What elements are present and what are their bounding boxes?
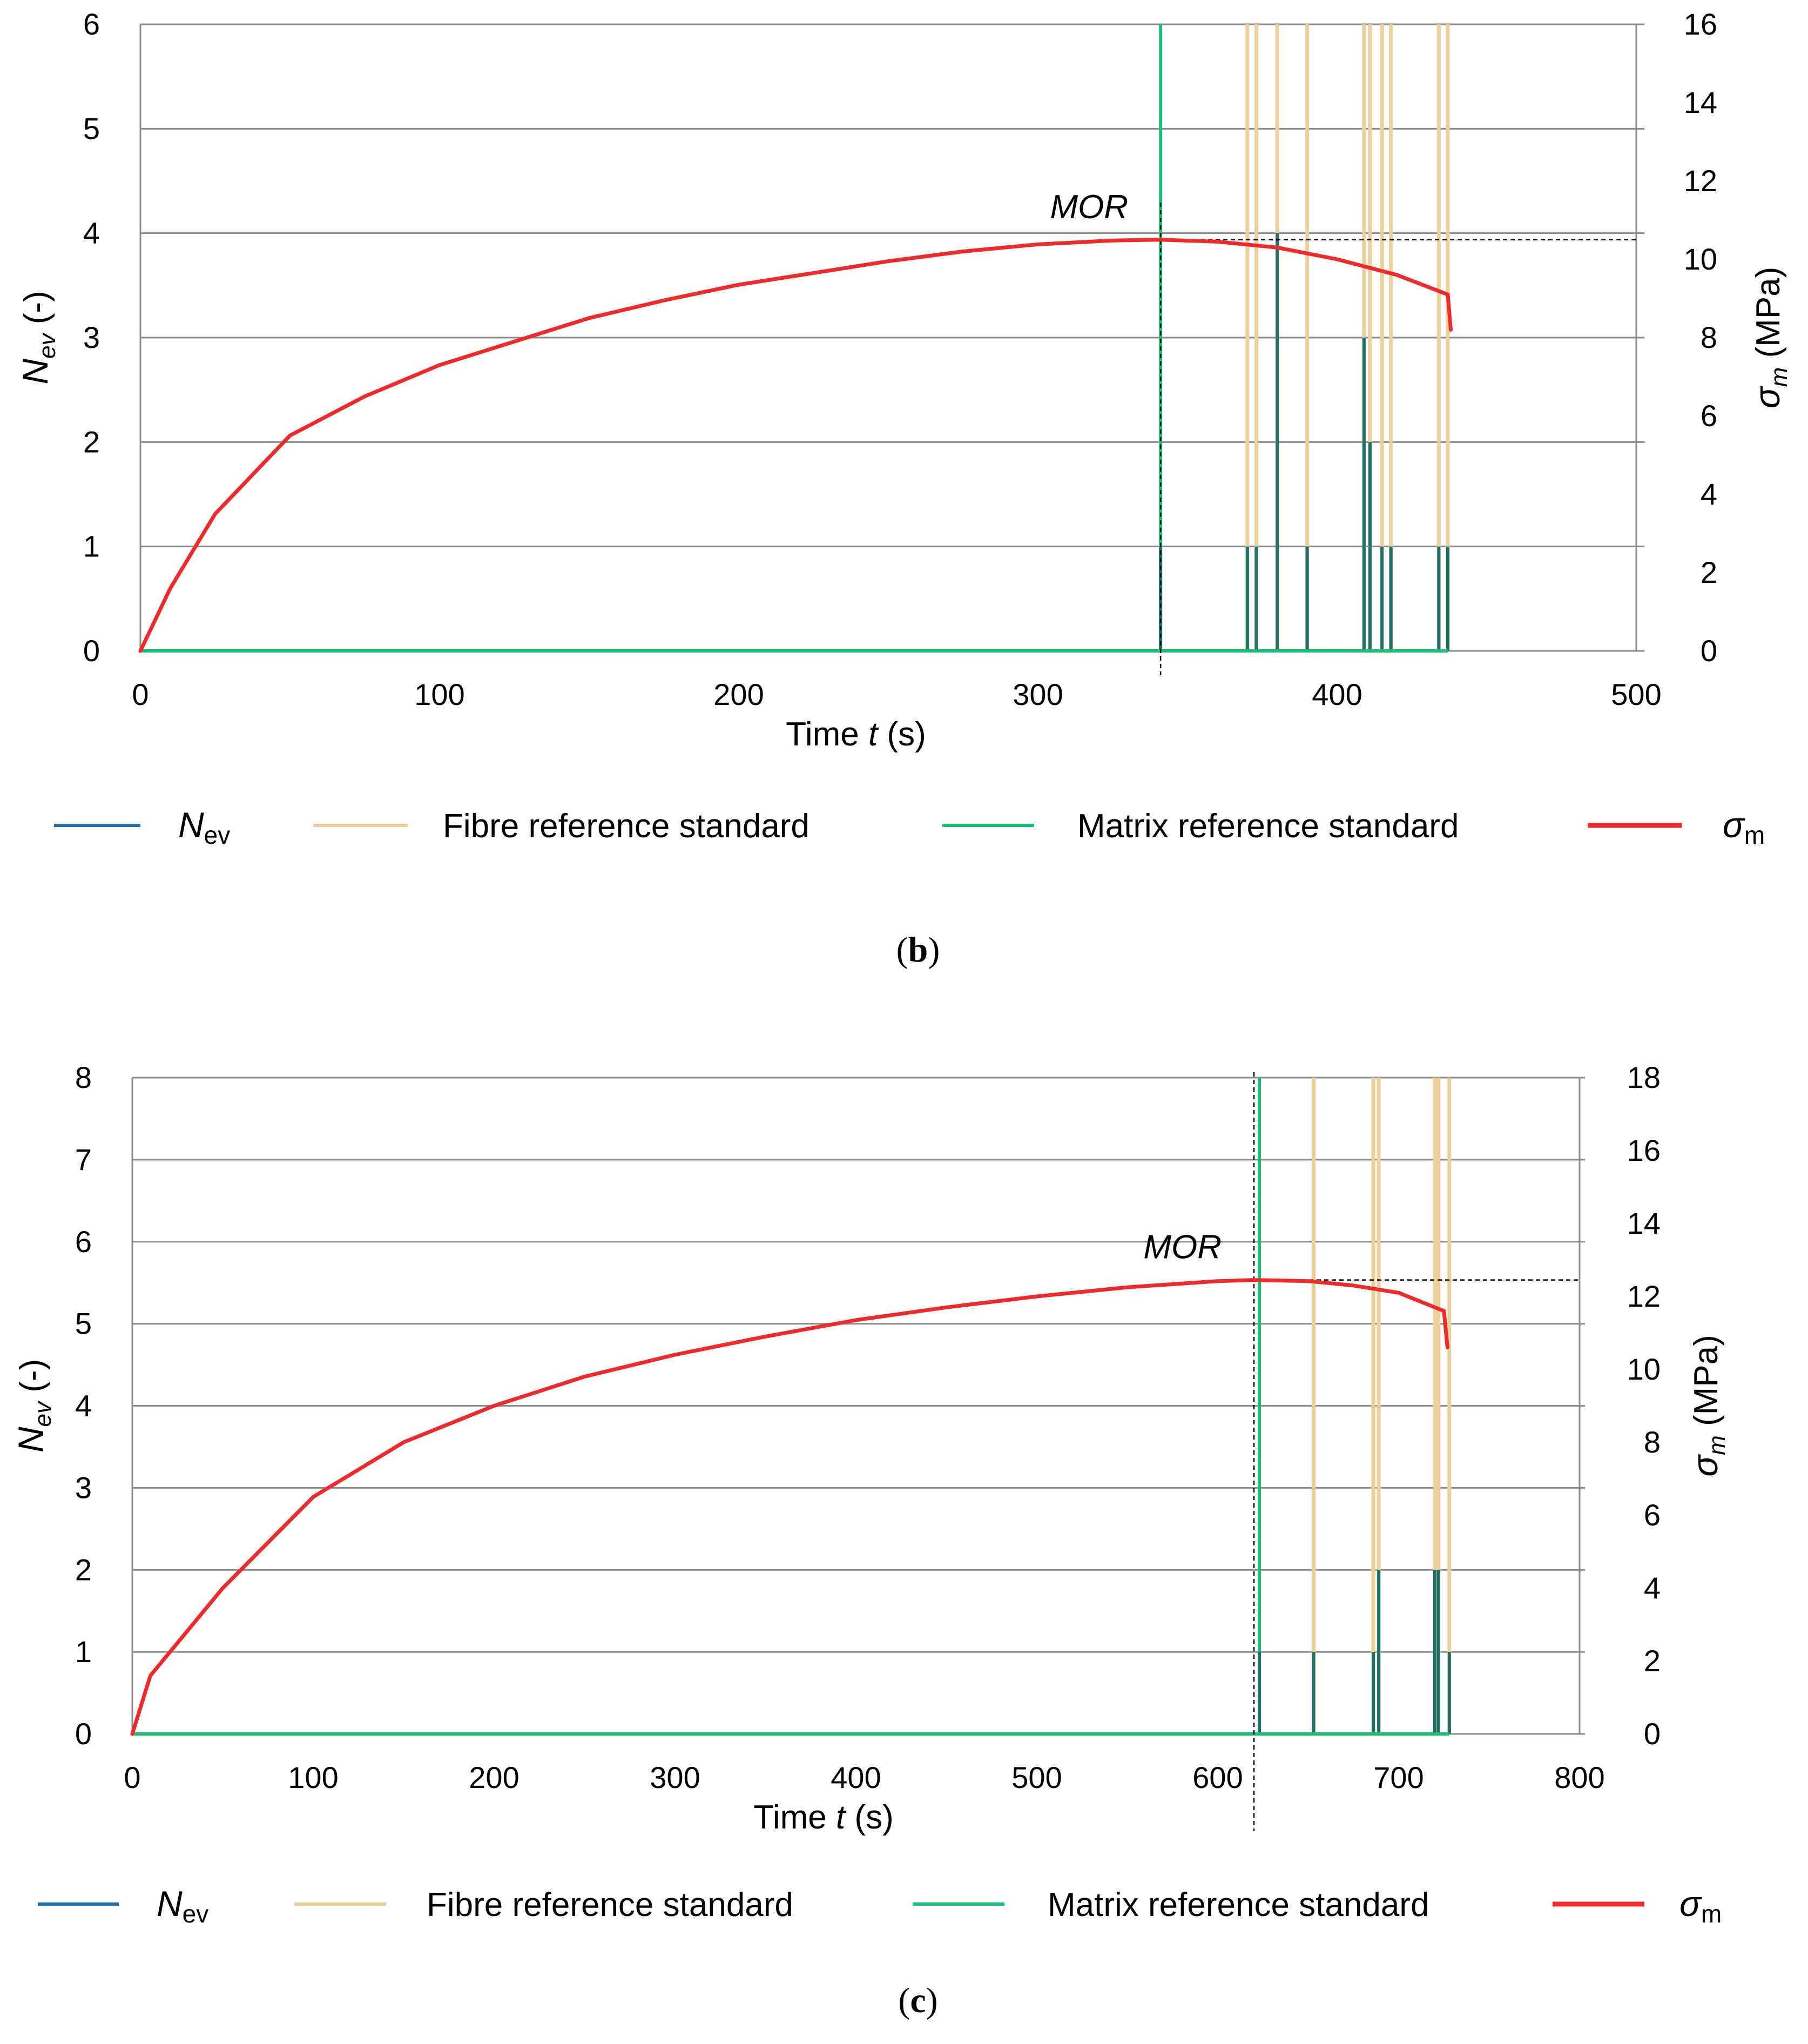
legend-label: σm — [1679, 1884, 1722, 1928]
y-right-axis-label: σm (MPa) — [1685, 1335, 1730, 1476]
y-right-tick-label: 6 — [1644, 1498, 1661, 1532]
x-tick-label: 100 — [414, 677, 464, 711]
x-tick-label: 300 — [1013, 677, 1063, 711]
x-tick-label: 700 — [1373, 1760, 1424, 1794]
x-tick-label: 0 — [132, 677, 149, 711]
legend-item-1: Fibre reference standard — [313, 808, 809, 845]
x-tick-label: 200 — [713, 677, 764, 711]
y-right-tick-label: 14 — [1627, 1206, 1661, 1240]
y-right-tick-label: 4 — [1644, 1571, 1661, 1605]
y-left-tick-label: 6 — [83, 7, 100, 41]
legend-item-0: Nev — [38, 1884, 208, 1928]
y-right-tick-label: 0 — [1644, 1717, 1661, 1751]
y-left-tick-label: 2 — [83, 425, 100, 459]
y-right-tick-label: 0 — [1701, 634, 1717, 668]
legend-label: Nev — [178, 805, 230, 849]
legend-label: Nev — [157, 1884, 208, 1928]
x-tick-label: 400 — [831, 1760, 881, 1794]
y-left-tick-label: 1 — [83, 529, 100, 563]
legend-label: Matrix reference standard — [1077, 808, 1459, 845]
legend-label: σm — [1723, 805, 1765, 849]
mor-annotation: MOR — [1143, 1229, 1222, 1266]
panel-label: (b) — [896, 930, 940, 970]
y-right-tick-label: 6 — [1701, 399, 1717, 433]
y-left-tick-label: 1 — [75, 1635, 92, 1669]
x-tick-label: 100 — [288, 1760, 338, 1794]
y-left-tick-label: 5 — [83, 111, 100, 145]
y-right-axis-label: σm (MPa) — [1747, 267, 1792, 408]
y-right-tick-label: 14 — [1684, 85, 1717, 119]
y-right-tick-label: 2 — [1644, 1644, 1661, 1678]
legend-item-0: Nev — [54, 805, 230, 849]
sigma-curve — [138, 238, 1453, 653]
x-tick-label: 500 — [1011, 1760, 1062, 1794]
y-left-tick-label: 0 — [83, 634, 100, 668]
y-left-tick-label: 3 — [75, 1470, 92, 1504]
x-tick-label: 800 — [1554, 1760, 1604, 1794]
x-tick-label: 200 — [469, 1760, 519, 1794]
panel-label: (c) — [898, 1981, 937, 2020]
legend-label: Fibre reference standard — [443, 808, 809, 845]
legend-item-1: Fibre reference standard — [294, 1886, 793, 1924]
y-left-tick-label: 5 — [75, 1307, 92, 1341]
legend-item-2: Matrix reference standard — [942, 808, 1459, 845]
sigma-curve — [130, 1278, 1449, 1736]
legend-item-3: σm — [1553, 1884, 1722, 1928]
y-right-tick-label: 12 — [1627, 1279, 1661, 1313]
x-tick-label: 500 — [1611, 677, 1661, 711]
y-left-tick-label: 4 — [75, 1389, 92, 1423]
legend-item-2: Matrix reference standard — [913, 1886, 1429, 1924]
y-left-tick-label: 6 — [75, 1225, 92, 1259]
y-right-tick-label: 16 — [1684, 7, 1717, 41]
x-tick-label: 0 — [124, 1760, 140, 1794]
x-axis-label: Time t (s) — [753, 1799, 893, 1836]
mor-annotation: MOR — [1050, 189, 1128, 226]
y-left-tick-label: 2 — [75, 1552, 92, 1586]
y-left-tick-label: 3 — [83, 320, 100, 354]
y-left-tick-label: 7 — [75, 1142, 92, 1176]
legend-item-3: σm — [1588, 805, 1765, 849]
x-tick-label: 600 — [1192, 1760, 1243, 1794]
y-left-axis-label: Nev (-) — [11, 1359, 56, 1453]
y-right-tick-label: 8 — [1701, 320, 1717, 354]
y-right-tick-label: 18 — [1627, 1060, 1661, 1094]
x-tick-label: 300 — [650, 1760, 700, 1794]
y-left-tick-label: 8 — [75, 1060, 92, 1094]
y-right-tick-label: 10 — [1684, 242, 1717, 276]
y-left-tick-label: 0 — [75, 1717, 92, 1751]
y-left-tick-label: 4 — [83, 216, 100, 250]
y-right-tick-label: 12 — [1684, 164, 1717, 198]
y-left-axis-label: Nev (-) — [15, 291, 60, 384]
y-right-tick-label: 4 — [1701, 477, 1717, 511]
y-right-tick-label: 10 — [1627, 1352, 1661, 1386]
y-right-tick-label: 16 — [1627, 1133, 1661, 1167]
y-right-tick-label: 2 — [1701, 555, 1717, 589]
legend-label: Matrix reference standard — [1048, 1886, 1429, 1924]
x-tick-label: 400 — [1312, 677, 1362, 711]
legend-label: Fibre reference standard — [427, 1886, 793, 1924]
x-axis-label: Time t (s) — [786, 716, 926, 753]
y-right-tick-label: 8 — [1644, 1425, 1661, 1459]
